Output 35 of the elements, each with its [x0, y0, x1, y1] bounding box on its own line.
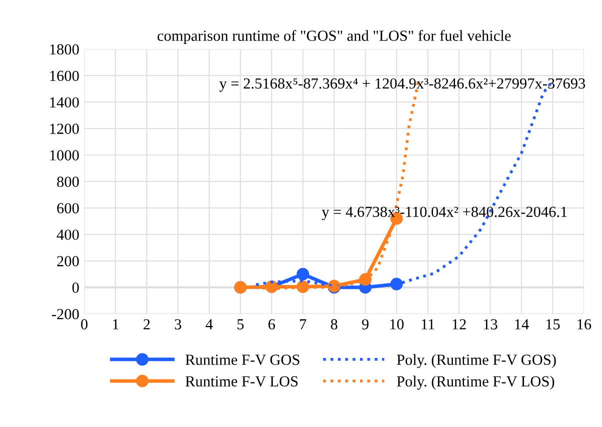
y-tick-label: 200 [57, 256, 79, 266]
x-tick-label: 10 [390, 319, 404, 330]
x-tick-label: 7 [300, 319, 306, 330]
x-tick-label: 12 [452, 319, 466, 330]
x-tick-label: 14 [515, 319, 529, 330]
chart-title: comparison runtime of "GOS" and "LOS" for fuel vehicle [158, 30, 511, 44]
legend-label: Poly. (Runtime F-V GOS) [396, 354, 556, 368]
x-tick-label: 16 [578, 319, 592, 330]
y-tick-label: 0 [72, 282, 79, 293]
x-tick-label: 5 [237, 319, 244, 330]
x-tick-label: 11 [422, 319, 434, 330]
x-tick-label: 1 [113, 319, 118, 330]
x-tick-label: 9 [362, 319, 369, 330]
x-tick-label: 4 [206, 319, 213, 330]
legend-label: Runtime F-V GOS [186, 354, 300, 365]
x-tick-label: 8 [330, 319, 338, 330]
x-tick-label: 13 [484, 319, 498, 330]
x-tick-label: 0 [81, 319, 88, 330]
annotation: y = 2.5168x⁵-87.369x⁴ + 1204.9x³-8246.6x²+27997x-37693 [219, 78, 586, 92]
y-tick-label: 1600 [50, 70, 79, 82]
y-tick-label: 600 [57, 203, 79, 214]
y-tick-label: 800 [57, 176, 79, 187]
x-tick-label: 6 [268, 319, 276, 330]
y-tick-label: 1000 [50, 150, 79, 160]
y-tick-label: -200 [52, 308, 79, 320]
y-tick-label: 1800 [50, 44, 79, 55]
legend-label: Runtime F-V LOS [186, 376, 298, 387]
y-tick-label: 1400 [50, 97, 79, 108]
x-tick-label: 15 [546, 319, 560, 330]
x-tick-label: 3 [174, 319, 182, 330]
annotation: y = 4.6738x³-110.04x² +840.26x-2046.1 [322, 206, 567, 220]
y-tick-label: 1200 [50, 124, 79, 134]
x-tick-label: 2 [144, 319, 150, 330]
y-tick-label: 400 [56, 230, 79, 240]
legend-label: Poly. (Runtime F-V LOS) [396, 376, 554, 390]
